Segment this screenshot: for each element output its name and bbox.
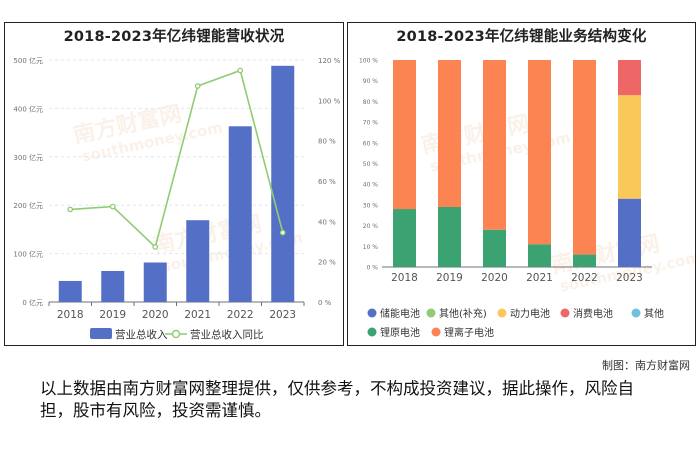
- stack-segment: [618, 95, 641, 199]
- y-tick-label: 400 亿元: [13, 104, 43, 113]
- stack-segment: [483, 60, 506, 230]
- revenue-bar: [271, 65, 295, 302]
- x-tick-label: 2022: [571, 272, 598, 284]
- x-tick-label: 2018: [391, 272, 418, 284]
- stack-segment: [483, 229, 506, 267]
- disclaimer-text: 以上数据由南方财富网整理提供，仅供参考，不构成投资建议，据此操作，风险自担，股市…: [40, 379, 634, 420]
- stack-segment: [573, 60, 596, 255]
- y-tick-label: 200 亿元: [13, 201, 43, 210]
- revenue-bar: [186, 220, 210, 302]
- y2-tick-label: 80 %: [318, 138, 336, 146]
- structure-chart-panel: 2018-2023年亿纬锂能业务结构变化 南方财富网southmoney.com…: [347, 22, 696, 346]
- y-tick-label: 100 %: [359, 58, 378, 65]
- stack-segment: [438, 60, 461, 207]
- structure-chart: 南方财富网southmoney.com南方财富网southmoney.com0 …: [359, 58, 695, 340]
- growth-point: [109, 203, 116, 210]
- revenue-bar: [101, 270, 125, 302]
- y-tick-label: 30 %: [363, 202, 379, 209]
- x-tick-label: 2020: [481, 272, 508, 284]
- y-tick-label: 70 %: [363, 120, 379, 127]
- x-tick-label: 2022: [227, 309, 254, 321]
- legend-label: 锂离子电池: [444, 326, 494, 339]
- stack-segment: [618, 198, 641, 267]
- y-tick-label: 40 %: [363, 182, 379, 189]
- x-tick-label: 2021: [184, 309, 211, 321]
- y2-tick-label: 0 %: [318, 299, 332, 307]
- stack-segment: [438, 206, 461, 267]
- legend-swatch-growth-marker: [171, 329, 181, 339]
- legend-label: 消费电池: [573, 307, 613, 320]
- revenue-bar: [143, 262, 167, 302]
- legend-swatch: [367, 327, 377, 337]
- legend-label: 营业总收入同比: [190, 328, 264, 341]
- x-tick-label: 2020: [142, 309, 169, 321]
- y-tick-label: 0 亿元: [22, 298, 43, 307]
- growth-point: [194, 83, 201, 89]
- y2-tick-label: 120 %: [318, 57, 341, 65]
- y-tick-label: 20 %: [363, 223, 379, 230]
- x-tick-label: 2019: [99, 309, 126, 321]
- y-tick-label: 80 %: [363, 99, 379, 106]
- legend-label: 动力电池: [510, 307, 550, 320]
- chart-title: 2018-2023年亿纬锂能业务结构变化: [396, 29, 647, 45]
- y-tick-label: 0 %: [367, 265, 379, 272]
- legend-label: 锂原电池: [380, 326, 420, 339]
- y2-tick-label: 100 %: [318, 97, 341, 105]
- x-tick-label: 2021: [526, 272, 553, 284]
- legend-swatch: [560, 308, 570, 318]
- y2-tick-label: 60 %: [318, 178, 336, 186]
- y-tick-label: 500 亿元: [13, 56, 43, 65]
- stack-segment: [573, 254, 596, 267]
- revenue-chart-panel: 2018-2023年亿纬锂能营收状况 南方财富网southmoney.com南方…: [4, 22, 344, 346]
- x-tick-label: 2023: [616, 272, 643, 284]
- legend-swatch: [431, 327, 441, 337]
- growth-point: [279, 229, 286, 236]
- stack-segment: [618, 60, 641, 96]
- y-tick-label: 90 %: [363, 78, 379, 85]
- x-tick-label: 2018: [57, 309, 84, 321]
- y-tick-label: 60 %: [363, 140, 379, 147]
- x-tick-label: 2023: [269, 309, 296, 321]
- y-tick-label: 50 %: [363, 161, 379, 168]
- legend-swatch: [367, 308, 377, 318]
- chart-title: 2018-2023年亿纬锂能营收状况: [63, 29, 285, 45]
- revenue-chart: 南方财富网southmoney.com南方财富网southmoney.com0 …: [13, 56, 341, 341]
- y-tick-label: 300 亿元: [13, 153, 43, 162]
- stack-segment: [528, 244, 551, 267]
- growth-point: [237, 67, 244, 74]
- chart-credit: 制图：南方财富网: [602, 359, 690, 372]
- stack-segment: [393, 209, 416, 267]
- growth-point: [152, 244, 159, 250]
- legend-label: 营业总收入: [115, 328, 168, 341]
- legend-swatch-revenue: [90, 328, 112, 339]
- y-tick-label: 100 亿元: [13, 250, 43, 259]
- y2-tick-label: 40 %: [318, 218, 336, 226]
- y2-tick-label: 20 %: [318, 259, 336, 267]
- legend-label: 其他: [644, 307, 664, 320]
- x-tick-label: 2019: [436, 272, 463, 284]
- legend-label: 其他(补充): [439, 307, 487, 320]
- legend-swatch: [426, 308, 436, 318]
- legend-label: 储能电池: [380, 307, 420, 320]
- legend-swatch: [497, 308, 507, 318]
- legend-swatch: [631, 308, 641, 318]
- stack-segment: [393, 60, 416, 210]
- stack-segment: [528, 60, 551, 245]
- revenue-bar: [58, 280, 82, 302]
- y-tick-label: 10 %: [363, 244, 379, 251]
- growth-point: [67, 206, 74, 213]
- growth-line: [70, 69, 284, 249]
- revenue-bar: [228, 126, 252, 302]
